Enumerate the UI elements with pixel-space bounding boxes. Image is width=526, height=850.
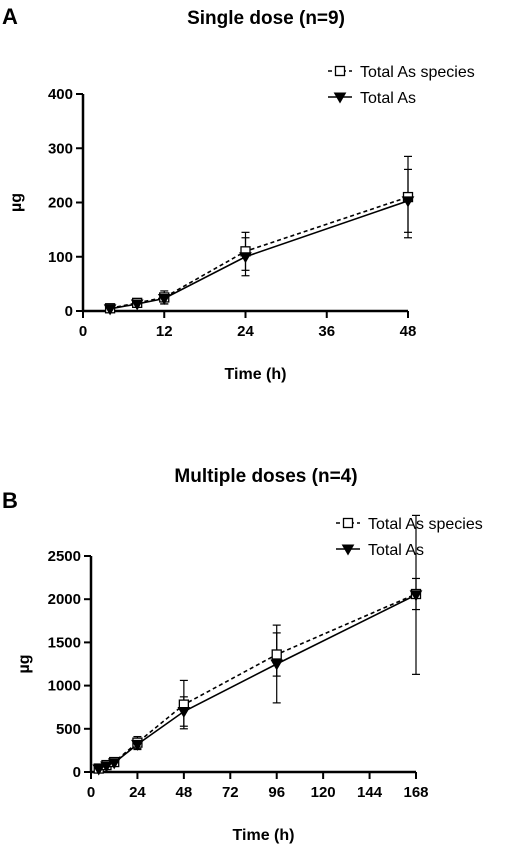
- data-point: [100, 761, 113, 773]
- legend-marker: [334, 65, 346, 77]
- y-tick-label: 2000: [48, 591, 81, 608]
- legend: Total As species Total As: [328, 64, 475, 107]
- x-axis-label: Time (h): [233, 827, 295, 844]
- data-point: [401, 196, 415, 208]
- legend-label: Total As species: [360, 64, 475, 81]
- panel-letter-a: A: [2, 4, 18, 29]
- legend-marker: [342, 517, 354, 529]
- data-point: [177, 707, 191, 719]
- y-tick-label: 0: [73, 764, 81, 781]
- y-tick-label: 1500: [48, 634, 81, 651]
- legend-label: Total As: [368, 542, 424, 559]
- x-tick-label: 72: [222, 784, 239, 801]
- legend-label: Total As: [360, 90, 416, 107]
- series-total-as-species: [106, 155, 412, 312]
- x-tick-label: 24: [129, 784, 146, 801]
- x-tick-label: 120: [311, 784, 336, 801]
- y-tick-label: 500: [56, 721, 81, 738]
- panel-a: A Single dose (n=9) 0 100 200 300 400 0 12 24 36…: [2, 4, 475, 383]
- legend-marker: [333, 92, 347, 104]
- x-tick-label: 0: [79, 323, 87, 340]
- x-tick-label: 36: [318, 323, 335, 340]
- y-tick-label: 300: [48, 140, 73, 157]
- x-tick-label: 96: [268, 784, 285, 801]
- y-axis-label: µg: [16, 655, 33, 674]
- data-point: [239, 252, 252, 264]
- y-tick-label: 100: [48, 249, 73, 266]
- data-point: [107, 758, 121, 770]
- y-tick-label: 200: [48, 195, 73, 212]
- chart-title-b: Multiple doses (n=4): [174, 466, 357, 487]
- data-point: [103, 304, 117, 316]
- x-tick-label: 48: [176, 784, 193, 801]
- series-line: [109, 196, 409, 310]
- legend-label: Total As species: [368, 516, 483, 533]
- y-tick-label: 2500: [48, 548, 81, 565]
- y-tick-label: 0: [65, 303, 73, 320]
- panel-letter-b: B: [2, 488, 18, 513]
- panel-b: B Multiple doses (n=4) 0 500 1000 1500 2000 2…: [2, 466, 483, 844]
- legend: Total As species Total As: [336, 516, 483, 559]
- x-tick-label: 24: [237, 323, 254, 340]
- data-point: [157, 294, 171, 306]
- legend-marker: [341, 544, 355, 556]
- data-point: [131, 739, 144, 751]
- series-line: [109, 200, 409, 310]
- x-tick-label: 48: [400, 323, 417, 340]
- data-point: [270, 659, 284, 671]
- x-axis-label: Time (h): [225, 366, 287, 383]
- series-total-as: [106, 168, 412, 312]
- data-point: [92, 764, 106, 776]
- data-point: [271, 649, 282, 660]
- series-line: [98, 594, 417, 770]
- x-tick-label: 144: [357, 784, 383, 801]
- data-point: [130, 299, 144, 311]
- data-point: [409, 590, 423, 602]
- x-tick-label: 168: [403, 784, 428, 801]
- series-line: [98, 593, 417, 770]
- y-axis-label: µg: [8, 193, 25, 212]
- y-tick-label: 1000: [48, 678, 81, 695]
- chart-title-a: Single dose (n=9): [187, 8, 345, 29]
- x-tick-label: 0: [87, 784, 95, 801]
- x-tick-label: 12: [156, 323, 173, 340]
- y-tick-label: 400: [48, 86, 73, 103]
